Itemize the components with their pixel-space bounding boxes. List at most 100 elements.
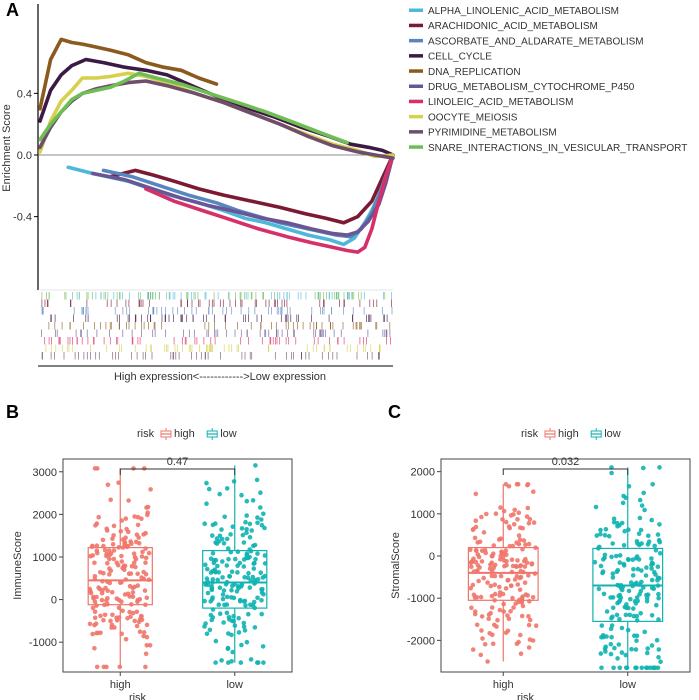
- data-point-low: [615, 568, 621, 573]
- data-point-high: [501, 601, 507, 607]
- data-point-high: [123, 516, 129, 521]
- data-point-low: [598, 563, 604, 569]
- data-point-low: [235, 549, 241, 554]
- data-point-low: [603, 527, 609, 532]
- data-point-low: [657, 522, 662, 527]
- data-point-high: [527, 516, 533, 522]
- data-point-low: [248, 657, 254, 662]
- data-point-low: [637, 515, 643, 521]
- panel-a-ylabel: Enrichment Score: [1, 104, 13, 191]
- data-point-high: [94, 603, 99, 608]
- data-point-high: [473, 547, 479, 553]
- y-axis-label: StromalScore: [390, 532, 402, 599]
- data-point-low: [601, 591, 607, 597]
- data-point-high: [95, 550, 100, 556]
- data-point-low: [598, 651, 604, 656]
- xtick-label: low: [619, 679, 636, 691]
- data-point-low: [229, 587, 234, 593]
- data-point-high: [110, 536, 115, 541]
- data-point-high: [468, 586, 474, 591]
- data-point-low: [241, 624, 247, 630]
- data-point-low: [634, 638, 639, 643]
- data-point-high: [510, 595, 515, 601]
- ytick-label: 1000: [33, 552, 57, 564]
- data-point-low: [247, 535, 253, 540]
- data-point-low: [645, 646, 650, 651]
- data-point-high: [522, 580, 528, 585]
- data-point-low: [228, 532, 233, 537]
- data-point-high: [109, 590, 115, 595]
- data-point-low: [229, 632, 234, 638]
- data-point-low: [614, 612, 620, 618]
- data-point-high: [143, 530, 148, 536]
- data-point-high: [143, 602, 148, 608]
- data-point-low: [657, 551, 663, 556]
- data-point-high: [93, 523, 98, 528]
- data-point-low: [209, 586, 215, 591]
- legend-key: [409, 54, 423, 58]
- data-point-low: [634, 595, 640, 600]
- data-point-low: [621, 493, 626, 499]
- data-point-low: [653, 572, 658, 577]
- data-point-low: [617, 598, 623, 603]
- legend-label: ASCORBATE_AND_ALDARATE_METABOLISM: [428, 36, 644, 47]
- data-point-low: [219, 658, 224, 663]
- data-point-high: [110, 612, 115, 618]
- data-point-high: [523, 542, 528, 547]
- ytick-label: 1000: [411, 509, 435, 521]
- data-point-low: [252, 542, 258, 548]
- data-point-high: [143, 546, 148, 551]
- data-point-high: [108, 618, 113, 624]
- data-point-high: [110, 542, 116, 547]
- data-point-low: [638, 611, 643, 616]
- data-point-low: [622, 528, 627, 534]
- data-point-high: [142, 588, 148, 593]
- data-point-high: [133, 556, 139, 562]
- data-point-high: [131, 551, 137, 556]
- panel-a-label: A: [6, 0, 19, 20]
- data-point-high: [119, 559, 125, 564]
- data-point-high: [128, 614, 133, 619]
- gsea-curve-snare-interactions-in-vesicular-transport: [38, 71, 349, 145]
- data-point-high: [133, 564, 138, 570]
- data-point-high: [108, 497, 113, 503]
- plot-frame: [62, 458, 293, 673]
- data-point-low: [626, 557, 631, 563]
- data-point-low: [210, 607, 216, 612]
- panel-a-ytick-label: 0.0: [17, 150, 32, 162]
- data-point-high: [491, 543, 497, 548]
- data-point-high: [500, 517, 505, 522]
- data-point-low: [634, 613, 640, 619]
- data-point-high: [87, 586, 93, 592]
- data-point-high: [531, 489, 536, 495]
- data-point-low: [247, 585, 253, 590]
- data-point-low: [604, 634, 609, 639]
- data-point-low: [615, 656, 620, 661]
- data-point-high: [511, 522, 517, 527]
- data-point-low: [626, 484, 632, 489]
- data-point-low: [207, 627, 213, 633]
- data-point-high: [99, 597, 105, 603]
- gsea-curve-alpha-linolenic-acid-metabolism: [66, 153, 395, 247]
- data-point-high: [102, 612, 108, 618]
- data-point-high: [126, 498, 131, 503]
- data-point-low: [650, 482, 655, 487]
- data-point-low: [637, 592, 642, 597]
- data-point-high: [507, 525, 512, 531]
- data-point-low: [617, 592, 623, 598]
- data-point-high: [130, 610, 136, 616]
- data-point-high: [503, 519, 509, 525]
- data-point-low: [621, 561, 627, 567]
- data-point-low: [225, 646, 231, 652]
- data-point-low: [619, 650, 625, 655]
- data-point-low: [252, 625, 258, 630]
- data-point-high: [522, 564, 528, 569]
- data-point-low: [215, 563, 220, 569]
- data-point-high: [99, 590, 105, 596]
- data-point-high: [514, 482, 520, 487]
- data-point-high: [489, 573, 495, 579]
- data-point-high: [124, 526, 129, 532]
- data-point-high: [146, 550, 152, 556]
- data-point-high: [525, 505, 531, 511]
- ytick-label: -1000: [407, 593, 435, 605]
